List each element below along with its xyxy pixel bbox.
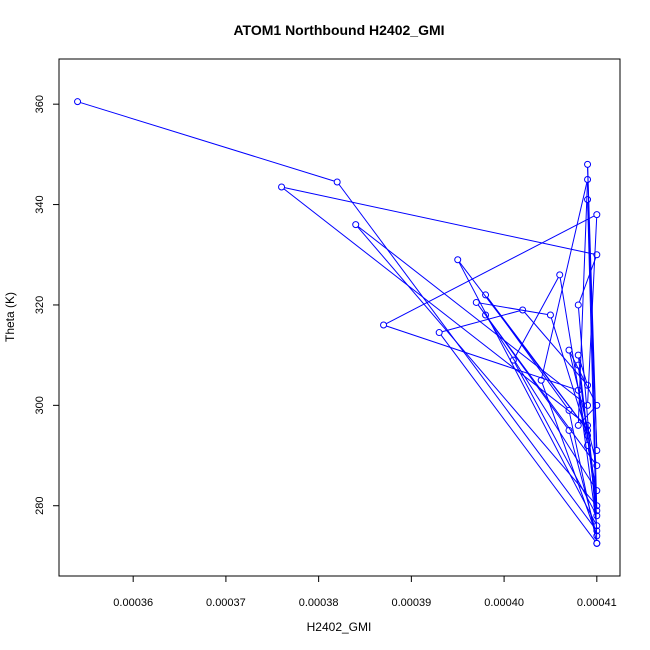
data-point: [593, 507, 601, 515]
y-tick-label: 340: [34, 195, 46, 213]
x-tick-label: 0.00037: [206, 597, 246, 609]
data-point: [584, 421, 592, 429]
series-segment: [514, 362, 596, 514]
series-segment: [357, 226, 586, 404]
data-point: [278, 183, 286, 191]
x-axis-label: H2402_GMI: [307, 620, 372, 634]
series-segment: [514, 277, 559, 358]
data-point: [593, 211, 601, 219]
data-point: [584, 160, 592, 168]
data-point: [584, 175, 592, 183]
y-tick-label: 280: [34, 497, 46, 515]
data-point: [584, 196, 592, 204]
series-segment: [550, 317, 588, 433]
series-segment: [385, 215, 595, 325]
x-tick-label: 0.00038: [299, 597, 339, 609]
data-point: [574, 301, 582, 309]
data-point: [519, 306, 527, 314]
plot-frame: [58, 58, 621, 577]
data-point: [574, 421, 582, 429]
data-point: [584, 441, 592, 449]
data-point: [593, 447, 601, 455]
data-point: [454, 256, 462, 264]
series-segment: [338, 184, 596, 529]
x-tick-label: 0.00039: [391, 597, 431, 609]
series-points: [74, 98, 601, 547]
series-segment: [479, 302, 548, 315]
y-tick-label: 360: [34, 95, 46, 113]
series-segment: [569, 433, 597, 534]
data-point: [435, 329, 443, 337]
x-tick-label: 0.00040: [484, 597, 524, 609]
series-segment: [541, 382, 597, 534]
data-point: [593, 522, 601, 530]
data-point: [565, 346, 573, 354]
data-point: [565, 426, 573, 434]
series-segment: [283, 188, 586, 424]
data-point: [593, 539, 601, 547]
series-segment: [569, 352, 597, 463]
data-point: [593, 527, 601, 535]
data-point: [565, 406, 573, 414]
data-point: [593, 512, 601, 520]
data-point: [593, 502, 601, 510]
data-point: [509, 356, 517, 364]
data-point: [333, 178, 341, 186]
data-point: [537, 376, 545, 384]
data-point: [584, 426, 592, 434]
data-point: [574, 386, 582, 394]
data-point: [593, 401, 601, 409]
series-segment: [486, 297, 587, 429]
y-axis-label: Theta (K): [3, 292, 17, 342]
series-segment: [477, 304, 596, 464]
data-point: [593, 462, 601, 470]
x-tick-label: 0.00041: [577, 597, 617, 609]
y-tick-label: 320: [34, 296, 46, 314]
series-segment: [441, 310, 520, 333]
data-point: [472, 298, 480, 306]
data-point: [593, 487, 601, 495]
data-point: [482, 311, 490, 319]
series-segment: [80, 102, 335, 182]
data-point: [584, 381, 592, 389]
series-segment: [440, 334, 596, 542]
data-point: [593, 532, 601, 540]
series-segment: [357, 226, 596, 504]
y-axis: 280 300 320 340 360: [34, 95, 59, 515]
data-point: [352, 221, 360, 229]
data-point: [74, 98, 82, 106]
x-tick-label: 0.00036: [113, 597, 153, 609]
series-segment: [577, 182, 588, 423]
chart-title: ATOM1 Northbound H2402_GMI: [233, 22, 444, 38]
data-point: [593, 251, 601, 259]
series-segment: [587, 202, 598, 541]
data-point: [574, 361, 582, 369]
y-tick-label: 300: [34, 396, 46, 414]
data-point: [482, 291, 490, 299]
series-segment: [541, 182, 588, 378]
data-point: [584, 431, 592, 439]
data-point: [574, 351, 582, 359]
series-segment: [569, 352, 596, 403]
series-segment: [284, 187, 594, 255]
data-point: [546, 311, 554, 319]
series-lines: [80, 102, 598, 542]
series-segment: [458, 262, 596, 524]
data-point: [380, 321, 388, 329]
x-axis: 0.00036 0.00037 0.00038 0.00039 0.00040 0.000…: [113, 576, 617, 609]
series-segment: [578, 257, 597, 303]
data-point: [556, 271, 564, 279]
data-point: [584, 401, 592, 409]
